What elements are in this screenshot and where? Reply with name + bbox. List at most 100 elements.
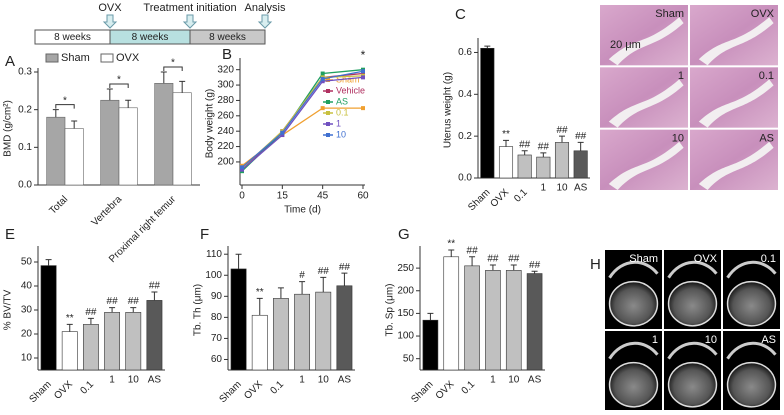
- significance: **: [66, 313, 74, 324]
- significance: **: [447, 239, 455, 250]
- series-line: [241, 70, 364, 168]
- y-tick-label: 90: [211, 291, 223, 302]
- error-bar: [489, 264, 496, 271]
- error-bar: [66, 323, 73, 332]
- legend-swatch: [100, 53, 114, 63]
- error-bar: [130, 307, 137, 313]
- x-tick-label: OVX: [242, 379, 265, 402]
- significance: ##: [339, 262, 351, 273]
- y-tick-label: 0.2: [18, 104, 32, 115]
- timeline-event: Treatment initiation: [143, 2, 236, 14]
- x-tick-label: Vertebra: [90, 194, 125, 229]
- error-bar: [160, 71, 167, 84]
- tissue-gap: [698, 17, 774, 66]
- y-tick-label: 0.6: [458, 47, 472, 58]
- significance: ##: [318, 266, 330, 277]
- error-bar: [87, 317, 94, 325]
- bone-top: [608, 260, 659, 279]
- significance: ##: [128, 296, 140, 307]
- x-tick-label: 10: [556, 183, 568, 194]
- error-bar: [109, 307, 116, 313]
- bar: [294, 293, 311, 371]
- x-tick-label: Sham: [466, 187, 492, 213]
- significance: ##: [519, 139, 531, 150]
- legend-marker: [326, 89, 330, 93]
- significance: *: [171, 58, 175, 69]
- error-bar: [106, 88, 113, 101]
- y-axis-label: % BV/TV: [3, 289, 14, 330]
- bar: [536, 156, 551, 179]
- x-tick-label: 10: [508, 375, 520, 386]
- y-tick-label: 0.3: [18, 67, 32, 78]
- y-tick-label: 260: [217, 110, 234, 121]
- error-bar: [469, 256, 476, 266]
- legend-marker: [326, 122, 330, 126]
- bar: [82, 324, 99, 371]
- error-bar: [277, 287, 284, 299]
- bar: [46, 116, 66, 186]
- y-tick-label: 100: [205, 270, 222, 281]
- legend-marker: [326, 111, 330, 115]
- x-tick-label: 1: [299, 375, 305, 386]
- x-tick-label: Sham: [217, 379, 243, 405]
- timeline-event: Analysis: [245, 2, 286, 14]
- significance: ##: [575, 131, 587, 142]
- y-axis-label: Tb. Th (μm): [193, 284, 204, 336]
- x-tick-label: 0.1: [512, 187, 530, 205]
- tile-label: 0.1: [761, 253, 776, 265]
- bone-section: [726, 361, 777, 408]
- y-axis-label: Body weight (g): [205, 89, 216, 158]
- error-bar: [503, 139, 509, 147]
- point: [361, 106, 365, 111]
- y-tick-label: 0.1: [18, 142, 32, 153]
- error-bar: [256, 297, 263, 316]
- tile-label: AS: [761, 334, 776, 346]
- scale-bar-label: 20 μm: [610, 39, 641, 51]
- point: [361, 69, 365, 74]
- y-axis-label: Uterus weight (g): [443, 72, 454, 148]
- y-tick-label: 30: [21, 305, 33, 316]
- bar: [251, 314, 268, 371]
- bar: [573, 150, 588, 179]
- y-tick-label: 20: [21, 329, 33, 340]
- significance-bracket: [109, 83, 129, 88]
- error-bar: [71, 120, 78, 129]
- bone-top: [608, 341, 659, 360]
- point: [320, 106, 325, 111]
- x-tick-label: AS: [338, 375, 352, 386]
- legend-swatch: [45, 53, 59, 63]
- x-tick-label: AS: [148, 375, 162, 386]
- panel-letter: H: [590, 256, 601, 273]
- error-bar: [320, 276, 327, 293]
- tissue-gap: [698, 79, 774, 128]
- series-line: [241, 76, 364, 171]
- error-bar: [448, 249, 455, 257]
- x-tick-label: Total: [47, 194, 70, 217]
- timeline-box: [189, 29, 266, 45]
- error-bar: [341, 272, 348, 286]
- timeline-period: 8 weeks: [132, 32, 169, 43]
- significance: **: [256, 287, 264, 298]
- bone-top: [726, 341, 777, 360]
- x-tick-label: 15: [277, 191, 289, 202]
- error-bar: [577, 141, 584, 151]
- tile-label: 1: [678, 70, 684, 82]
- bar: [272, 298, 289, 371]
- error-bar: [484, 45, 491, 49]
- bar: [554, 142, 570, 179]
- significance: ##: [467, 245, 479, 256]
- significance-bracket: [55, 104, 75, 109]
- error-bar: [559, 135, 565, 143]
- timeline-event: OVX: [98, 2, 122, 14]
- bar: [464, 265, 480, 371]
- bar: [422, 319, 439, 371]
- y-tick-label: 320: [217, 64, 234, 75]
- x-tick-label: 1: [490, 375, 496, 386]
- x-axis-label: Time (d): [284, 205, 321, 216]
- bar: [498, 146, 514, 179]
- point: [240, 165, 244, 170]
- bar: [146, 300, 163, 371]
- bar: [517, 154, 532, 179]
- legend-marker: [326, 78, 330, 82]
